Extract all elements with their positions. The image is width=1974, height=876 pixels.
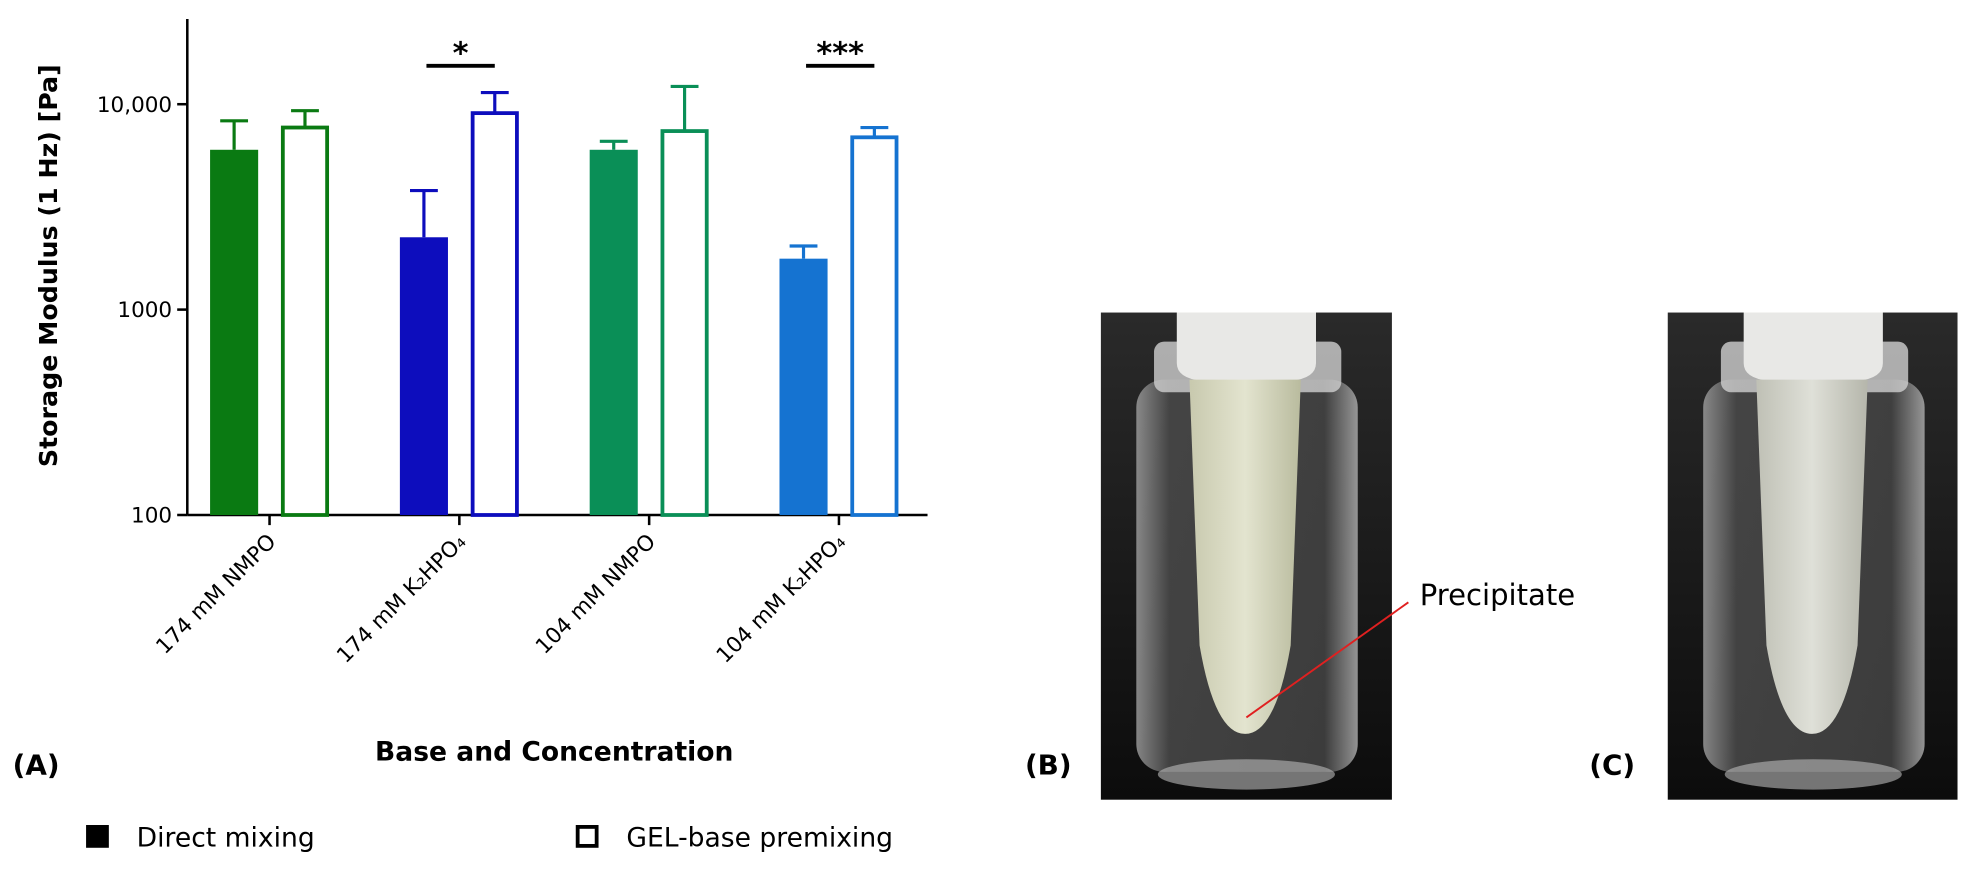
panel-label: (A) [13, 748, 60, 781]
error-bar [860, 125, 889, 138]
y-tick-label: 10,000 [97, 93, 172, 118]
photo-annotation: Precipitate [1420, 578, 1575, 612]
x-tick-label: 104 mM K₂HPO₄ [712, 529, 851, 668]
y-axis-title: Storage Modulus (1 Hz) [Pa] [34, 64, 63, 467]
bar [470, 111, 519, 517]
bar [850, 135, 899, 517]
error-bar [410, 188, 438, 238]
legend-label: GEL-base premixing [626, 823, 893, 854]
error-bar [291, 109, 319, 128]
panel-label: (C) [1589, 748, 1635, 781]
bar [280, 125, 330, 517]
pointer-line [1245, 601, 1409, 719]
x-tick-label: 104 mM NMPO [531, 529, 661, 659]
bar [210, 149, 259, 515]
y-tick-label: 1000 [117, 298, 172, 323]
error-bar [670, 84, 699, 132]
y-tick-label: 100 [131, 504, 172, 529]
bar [660, 129, 709, 517]
significance-label: *** [816, 36, 864, 71]
bar [589, 149, 638, 515]
significance-label: * [453, 36, 469, 71]
bar [399, 237, 448, 515]
bar [779, 258, 828, 515]
photo-b [1100, 312, 1392, 800]
legend-swatch [86, 825, 109, 848]
error-bar [220, 119, 249, 150]
panel-label: (B) [1025, 748, 1072, 781]
x-tick-label: 174 mM NMPO [151, 529, 281, 659]
x-tick-label: 174 mM K₂HPO₄ [332, 529, 471, 668]
legend-swatch [575, 825, 599, 848]
error-bar [480, 90, 509, 114]
error-bar [789, 244, 818, 259]
x-axis-title: Base and Concentration [375, 736, 733, 767]
photo-c [1667, 312, 1958, 800]
error-bar [599, 139, 628, 150]
legend-label: Direct mixing [137, 823, 315, 854]
